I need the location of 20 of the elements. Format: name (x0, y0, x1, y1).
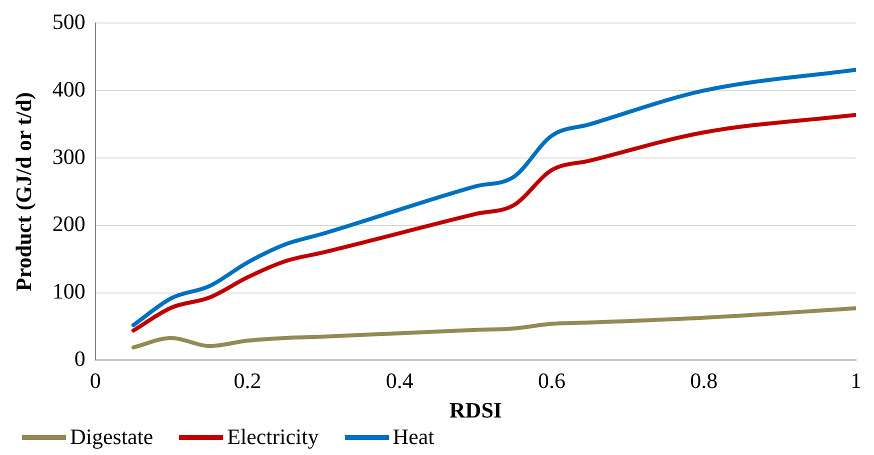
x-tick-label: 0.4 (386, 368, 414, 394)
x-tick-label: 0.8 (690, 368, 718, 394)
x-tick-label: 0 (90, 368, 101, 394)
y-tick-label: 400 (52, 76, 86, 102)
y-tick-label: 300 (52, 144, 86, 169)
line-series (131, 68, 856, 328)
line-series (131, 306, 856, 350)
y-tick-label: 200 (52, 211, 86, 236)
legend-label: Heat (392, 424, 434, 450)
y-tick-label: 100 (52, 278, 86, 304)
legend-label: Digestate (69, 424, 154, 450)
x-tick-label: 0.2 (234, 368, 262, 394)
x-tick-label: 0.6 (538, 368, 566, 394)
line-series (131, 112, 856, 333)
y-axis-title: Product (GJ/d or t/d) (10, 92, 36, 292)
legend-label: Electricity (226, 424, 319, 450)
y-tick-label: 0 (74, 346, 86, 371)
x-axis-title: RDSI (449, 397, 502, 422)
y-tick-label: 500 (52, 8, 86, 34)
x-tick-label: 1 (850, 368, 862, 394)
